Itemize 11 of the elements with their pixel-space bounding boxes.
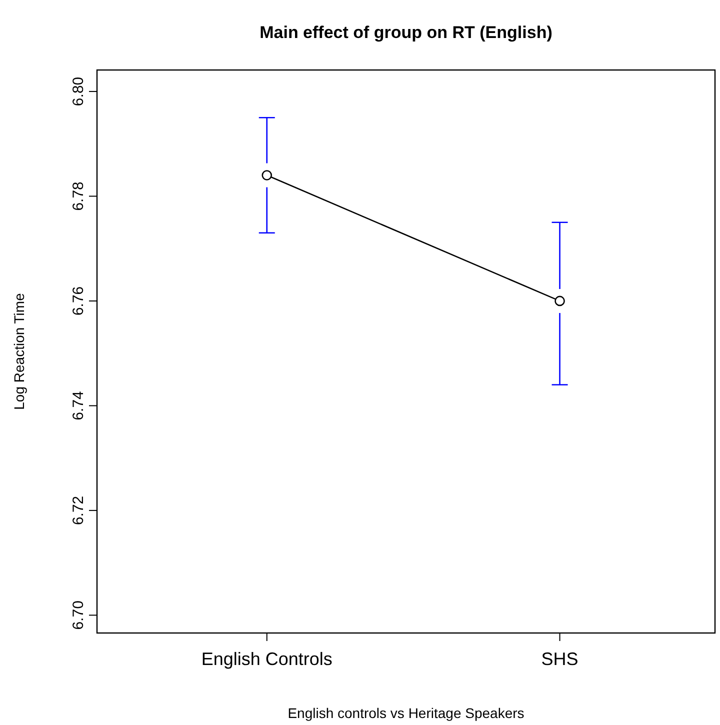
y-tick-label: 6.74 [70, 391, 87, 420]
y-tick-label: 6.78 [70, 182, 87, 211]
x-tick-label: English Controls [201, 649, 332, 669]
y-tick-label: 6.70 [70, 600, 87, 630]
x-tick-label: SHS [541, 649, 578, 669]
x-axis-title: English controls vs Heritage Speakers [288, 705, 524, 721]
y-tick-label: 6.72 [70, 496, 87, 526]
y-tick-label: 6.80 [70, 76, 87, 106]
y-tick-label: 6.76 [70, 286, 87, 316]
chart-title: Main effect of group on RT (English) [260, 23, 552, 42]
y-axis-title: Log Reaction Time [11, 292, 27, 410]
